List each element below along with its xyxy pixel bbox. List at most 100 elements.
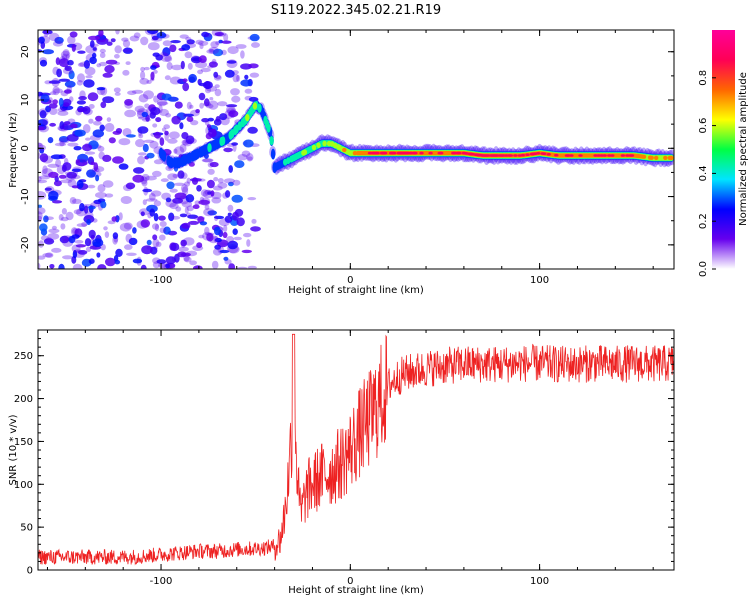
noise-blob bbox=[158, 215, 166, 221]
noise-blob bbox=[87, 92, 99, 102]
noise-blob bbox=[39, 175, 51, 180]
noise-blob bbox=[172, 173, 179, 178]
noise-blob bbox=[39, 110, 47, 119]
noise-blob bbox=[125, 252, 137, 256]
noise-blob bbox=[67, 59, 74, 66]
noise-blob bbox=[64, 173, 77, 181]
noise-blob bbox=[72, 198, 82, 204]
noise-blob bbox=[122, 48, 132, 53]
noise-blob bbox=[59, 121, 65, 130]
noise-blob bbox=[57, 107, 68, 112]
noise-blob bbox=[134, 105, 145, 113]
noise-blob bbox=[38, 255, 46, 260]
noise-blob bbox=[93, 162, 99, 172]
noise-blob bbox=[159, 137, 165, 146]
noise-blob bbox=[79, 61, 91, 68]
noise-blob bbox=[223, 33, 229, 42]
noise-blob bbox=[87, 184, 96, 189]
noise-blob bbox=[213, 236, 219, 243]
noise-blob bbox=[151, 37, 163, 42]
ridge-cell bbox=[392, 151, 397, 155]
noise-blob bbox=[96, 252, 101, 258]
noise-blob bbox=[154, 223, 160, 232]
noise-blob bbox=[140, 66, 146, 72]
noise-blob bbox=[102, 72, 113, 78]
noise-blob bbox=[135, 139, 145, 148]
noise-blob bbox=[144, 103, 150, 109]
noise-blob bbox=[155, 117, 162, 123]
noise-blob bbox=[212, 248, 222, 256]
noise-blob bbox=[85, 45, 98, 54]
noise-blob bbox=[110, 38, 116, 43]
noise-blob bbox=[97, 264, 107, 269]
noise-blob bbox=[164, 132, 169, 141]
noise-blob bbox=[114, 259, 121, 265]
noise-blob bbox=[153, 95, 159, 103]
noise-blob bbox=[44, 80, 52, 85]
noise-blob bbox=[98, 151, 105, 160]
noise-blob bbox=[59, 140, 65, 147]
noise-blob bbox=[47, 233, 60, 240]
noise-blob bbox=[125, 61, 131, 65]
noise-blob bbox=[208, 100, 219, 110]
noise-blob bbox=[186, 250, 198, 257]
noise-blob bbox=[240, 50, 245, 59]
noise-blob bbox=[241, 150, 251, 157]
noise-blob bbox=[223, 147, 233, 153]
noise-blob bbox=[91, 167, 100, 173]
noise-blob bbox=[189, 104, 194, 109]
noise-blob bbox=[125, 233, 133, 243]
noise-blob bbox=[122, 69, 130, 76]
noise-blob bbox=[199, 43, 204, 50]
noise-blob bbox=[84, 238, 92, 247]
noise-blob bbox=[88, 205, 96, 210]
noise-blob bbox=[62, 102, 70, 107]
x-tick-label: 0 bbox=[347, 275, 353, 286]
noise-blob bbox=[206, 232, 214, 242]
noise-blob bbox=[213, 215, 225, 220]
ridge-cell bbox=[375, 151, 380, 155]
noise-blob bbox=[167, 173, 178, 181]
noise-blob bbox=[198, 55, 207, 63]
noise-blob bbox=[60, 223, 66, 230]
noise-blob bbox=[214, 88, 222, 97]
noise-blob bbox=[202, 158, 214, 163]
noise-blob bbox=[77, 73, 85, 83]
noise-blob bbox=[205, 33, 212, 38]
noise-blob bbox=[199, 221, 208, 226]
noise-blob bbox=[51, 200, 63, 204]
noise-blob bbox=[133, 32, 141, 39]
noise-blob bbox=[205, 232, 215, 236]
noise-blob bbox=[60, 179, 73, 184]
noise-blob bbox=[151, 190, 162, 197]
noise-blob bbox=[88, 118, 94, 124]
ridge-cell bbox=[629, 154, 635, 157]
noise-blob bbox=[150, 71, 155, 81]
noise-blob bbox=[38, 191, 47, 200]
noise-blob bbox=[236, 266, 248, 269]
noise-blob bbox=[95, 115, 103, 122]
noise-blob bbox=[214, 32, 224, 37]
noise-blob bbox=[111, 216, 118, 222]
noise-blob bbox=[188, 162, 195, 167]
noise-blob bbox=[212, 185, 223, 191]
noise-blob bbox=[200, 67, 211, 73]
noise-blob bbox=[77, 50, 86, 54]
noise-blob bbox=[188, 73, 198, 83]
noise-blob bbox=[161, 127, 167, 132]
y-tick-label: -20 bbox=[20, 237, 31, 253]
noise-blob bbox=[71, 168, 82, 173]
noise-blob bbox=[107, 220, 116, 225]
noise-blob bbox=[152, 234, 158, 241]
noise-blob bbox=[86, 219, 91, 225]
noise-blob bbox=[58, 78, 71, 82]
noise-blob bbox=[79, 203, 85, 212]
noise-blob bbox=[244, 88, 253, 94]
noise-blob bbox=[214, 237, 222, 243]
noise-blob bbox=[150, 65, 157, 70]
noise-blob bbox=[198, 234, 205, 239]
noise-blob bbox=[163, 226, 171, 235]
noise-blob bbox=[171, 215, 181, 220]
noise-blob bbox=[71, 174, 81, 180]
noise-blob bbox=[152, 239, 160, 247]
